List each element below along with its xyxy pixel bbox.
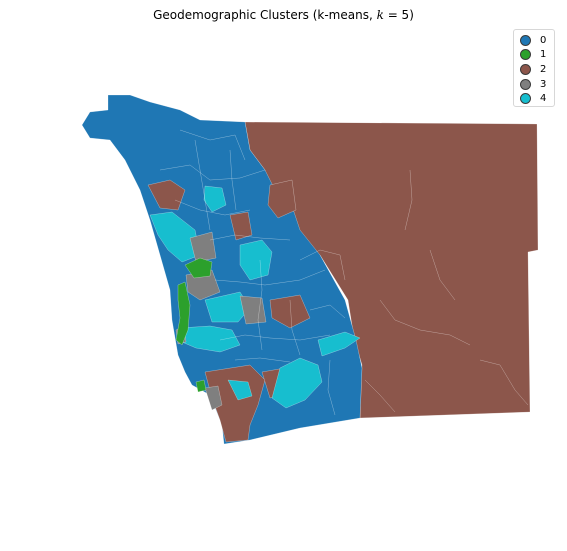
region-cyan-center [239,239,273,281]
region-gray-center [239,295,267,325]
legend-item-1: 1 [520,48,554,63]
legend-swatch-3 [520,78,531,90]
region-cyan-coast [149,211,201,263]
legend-item-0: 0 [520,33,554,48]
region-gray-south [204,385,223,411]
legend-label-3: 3 [540,78,547,90]
legend-label-0: 0 [540,34,547,46]
region-brown-central [269,294,311,329]
legend-swatch-0 [520,34,531,46]
region-green-coast-strip [175,281,191,346]
region-cyan-east-large [271,357,323,409]
legend-swatch-1 [520,49,531,61]
legend-swatch-2 [520,63,531,75]
legend-label-2: 2 [540,63,547,75]
region-cyan-south-coast [179,325,241,353]
region-brown-cluster-mid [229,211,253,241]
region-west-county [81,94,363,445]
region-cyan-north [203,185,227,213]
region-gray-north [189,231,217,263]
region-green-inland [184,257,213,279]
legend-label-1: 1 [540,49,547,61]
legend: 0 1 2 3 4 [513,29,555,107]
map-title: Geodemographic Clusters (k-means, k = 5) [153,8,414,22]
region-brown-east-inner [267,179,297,219]
legend-swatch-4 [520,93,531,105]
legend-item-2: 2 [520,62,554,77]
legend-item-3: 3 [520,77,554,92]
region-cyan-east-finger [317,331,361,357]
region-brown-north [147,179,186,211]
tract-boundaries [159,129,529,416]
region-brown-south-city [204,364,266,443]
region-cyan-valley [227,379,253,401]
legend-item-4: 4 [520,91,554,106]
legend-label-4: 4 [540,93,547,105]
region-green-south [195,379,207,393]
